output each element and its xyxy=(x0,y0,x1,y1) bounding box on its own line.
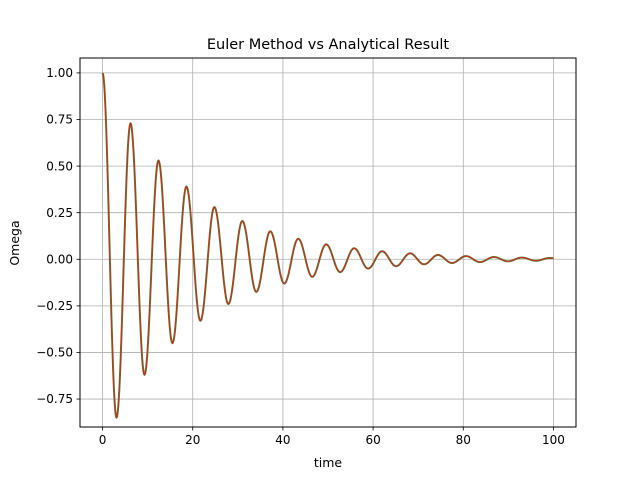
plot-frame xyxy=(79,57,577,428)
series-lines xyxy=(101,72,555,419)
x-tick-label: 0 xyxy=(99,433,107,447)
chart-title: Euler Method vs Analytical Result xyxy=(207,37,450,53)
y-tick-label: −0.25 xyxy=(36,299,73,313)
y-axis-label: Omega xyxy=(7,220,22,265)
x-axis-label: time xyxy=(314,455,343,470)
y-tick-label: 0.75 xyxy=(46,113,73,127)
plot-area xyxy=(80,58,576,427)
y-tick-label: 0.25 xyxy=(46,206,73,220)
grid-lines xyxy=(80,58,576,427)
x-tick-label: 20 xyxy=(185,433,200,447)
x-tick-label: 40 xyxy=(275,433,290,447)
x-tick-label: 60 xyxy=(365,433,380,447)
x-axis-ticks: 0 20 40 60 80 100 xyxy=(99,427,565,447)
y-tick-label: −0.75 xyxy=(36,392,73,406)
x-tick-label: 100 xyxy=(542,433,565,447)
series-line-2 xyxy=(101,72,554,419)
y-tick-label: 1.00 xyxy=(46,66,73,80)
y-tick-label: −0.50 xyxy=(36,346,73,360)
y-tick-label: 0.00 xyxy=(46,252,73,266)
x-tick-label: 80 xyxy=(456,433,471,447)
y-axis-ticks: −0.75 −0.50 −0.25 0.00 0.25 0.50 0.75 1.00 xyxy=(36,66,80,406)
y-tick-label: 0.50 xyxy=(46,159,73,173)
